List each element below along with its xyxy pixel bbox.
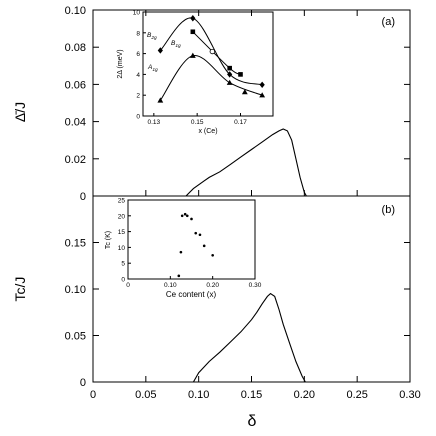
inset-b-ytick-label: 15	[118, 229, 126, 236]
inset-a-point-B2g	[157, 47, 163, 54]
inset-a-ytick-label: 10	[133, 10, 141, 17]
panel-a-ytick-label: 0.08	[65, 42, 86, 54]
panel-b-ylabel: Tc/J	[12, 277, 28, 302]
panel-b-xtick-label: 0.05	[135, 389, 156, 401]
panel-b: 00.050.100.15 0 0.05 0.10 0.15 0.20 0.25 0.30 …	[12, 195, 421, 430]
inset-b-xlabel: Ce content (x)	[166, 290, 217, 299]
inset-a-point-A1g	[226, 79, 233, 85]
panel-b-series-line	[192, 292, 306, 383]
panel-b-inset: 0 5 10 15 20 25 0 0.10 0.20 0.30 Tc (K) Ce conten…	[105, 198, 262, 300]
panel-b-label: (b)	[382, 204, 395, 216]
panel-b-xtick-label: 0.20	[294, 389, 315, 401]
inset-b-point	[198, 233, 202, 237]
inset-b-xtick-label: 0.10	[164, 282, 177, 289]
inset-b-xtick-label: 0.30	[249, 282, 262, 289]
inset-a-ytick-label: 4	[136, 72, 140, 79]
inset-a-xtick-label: 0.15	[191, 119, 204, 126]
panel-b-xtick-label: 0	[90, 389, 96, 401]
panel-a-ytick-label: 0.06	[65, 79, 86, 91]
inset-a-ytick-label: 2	[136, 93, 140, 100]
panel-b-ytick-label: 0.10	[65, 284, 86, 296]
panel-a-ytick-label: 0.10	[65, 5, 86, 17]
panel-b-xtick-label: 0.10	[188, 389, 209, 401]
panel-a-inset: 0 2 4 6 8 10 0.13 0.15 0.17 2Δ (meV) x (Ce) B2g B…	[117, 10, 274, 135]
inset-a-ytick-label: 8	[136, 30, 140, 37]
inset-a-frame	[142, 11, 274, 117]
panel-a-ytick-label: 0.04	[65, 117, 86, 129]
inset-a-point-A1g	[189, 52, 196, 58]
panel-a-ytick-label: 0.02	[65, 154, 86, 166]
panel-b-ytick-label: 0.15	[65, 238, 86, 250]
panel-b-frame	[92, 195, 411, 383]
inset-b-point	[179, 250, 183, 254]
panel-b-ytick-label: 0.05	[65, 331, 86, 343]
inset-a-series-label: B2g	[147, 32, 157, 41]
inset-a-xtick-label: 0.17	[234, 119, 247, 126]
inset-b-point	[194, 231, 198, 235]
inset-b-xtick-label: 0.20	[206, 282, 219, 289]
inset-a-point-A1g	[157, 97, 164, 103]
inset-a-point-B1g	[227, 65, 232, 71]
inset-b-point	[177, 274, 181, 278]
panel-a: 0 0.02 0.04 0.06 0.08 0.10 Δ̄/J (a) 0 2 4 6 8 10 0.…	[12, 5, 411, 203]
inset-b-point	[190, 217, 193, 221]
inset-a-point-B1g	[190, 29, 196, 35]
inset-b-ytick-label: 10	[118, 245, 126, 252]
panel-a-ytick-label: 0	[80, 191, 86, 203]
inset-b-xtick-label: 0	[126, 282, 130, 289]
panel-a-series-line	[185, 128, 307, 197]
inset-b-point	[202, 244, 206, 248]
inset-b-point	[185, 214, 189, 218]
panel-b-xlabel: δ	[248, 413, 257, 430]
inset-a-xtick-label: 0.13	[148, 119, 161, 126]
panel-b-xtick-label: 0.30	[399, 389, 420, 401]
inset-b-ytick-label: 0	[121, 277, 125, 284]
inset-b-point	[180, 214, 184, 218]
inset-a-point-B2g	[227, 71, 233, 78]
inset-a-point-B2g	[259, 81, 265, 88]
inset-a-ytick-label: 6	[136, 51, 140, 58]
inset-a-series-label: A1g	[147, 64, 158, 73]
inset-a-extra-point	[209, 48, 216, 55]
inset-a-series-line-B2g	[159, 17, 263, 86]
inset-a-point-A1g	[259, 92, 266, 98]
panel-a-frame	[92, 9, 411, 197]
inset-b-ylabel: Tc (K)	[105, 231, 112, 249]
panel-b-ytick-label: 0	[80, 377, 86, 389]
inset-a-ytick-label: 0	[136, 114, 140, 121]
inset-b-point	[183, 212, 187, 216]
inset-b-ytick-label: 20	[118, 213, 126, 220]
inset-a-xlabel: x (Ce)	[198, 128, 217, 135]
inset-a-extra-point	[241, 89, 248, 95]
inset-b-frame	[127, 199, 256, 280]
panel-b-xtick-label: 0.15	[241, 389, 262, 401]
inset-b-ytick-label: 25	[118, 198, 126, 205]
inset-a-point-B2g	[190, 15, 196, 22]
inset-a-series-label: B1g	[171, 40, 181, 49]
inset-a-ylabel: 2Δ (meV)	[117, 49, 124, 78]
inset-b-ytick-label: 5	[121, 261, 125, 268]
panel-a-label: (a)	[382, 16, 395, 28]
inset-b-point	[211, 254, 214, 257]
panel-a-ylabel: Δ̄/J	[12, 102, 28, 122]
inset-a-series-line-A1g	[159, 55, 263, 101]
inset-a-point-B1g	[238, 72, 243, 77]
panel-b-xtick-label: 0.25	[346, 389, 367, 401]
